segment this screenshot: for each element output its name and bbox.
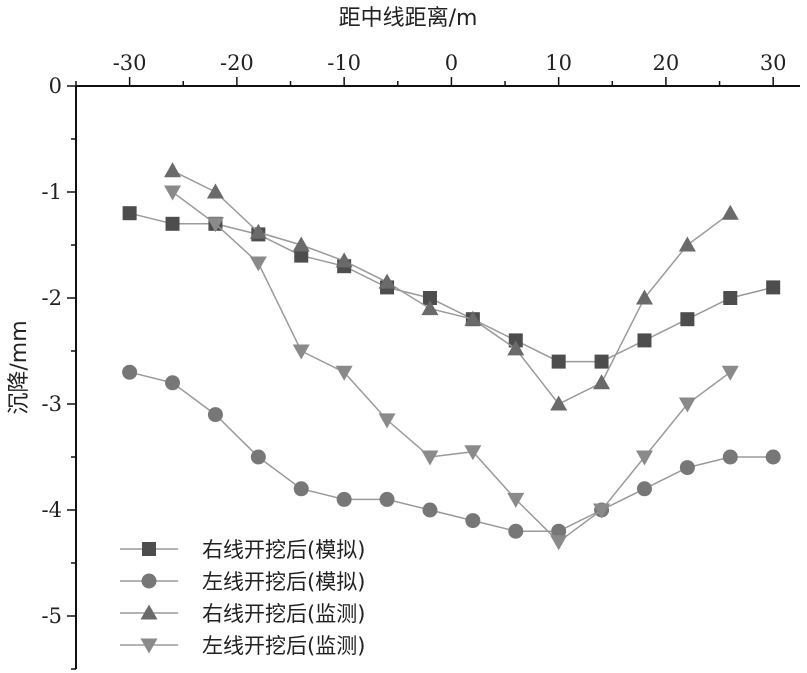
data-point — [293, 481, 309, 497]
legend-marker — [142, 542, 156, 556]
legend-marker — [140, 604, 158, 620]
y-tick-label: 0 — [49, 74, 62, 98]
series-4 — [164, 185, 739, 551]
x-tick-label: 20 — [653, 51, 680, 75]
data-point — [551, 354, 566, 369]
data-point — [594, 354, 609, 369]
data-point — [422, 291, 437, 305]
data-point — [164, 185, 182, 201]
data-point — [336, 491, 352, 507]
data-point — [507, 492, 525, 508]
data-point — [122, 206, 137, 221]
data-point — [637, 333, 652, 348]
data-point — [294, 248, 309, 263]
x-tick-label: -20 — [220, 51, 254, 75]
data-point — [250, 449, 266, 465]
data-point — [721, 365, 739, 381]
x-tick-label: 10 — [545, 51, 572, 75]
data-point — [292, 344, 310, 360]
legend-item: 右线开挖后(模拟) — [120, 538, 365, 562]
series-2 — [122, 364, 781, 539]
data-point — [721, 204, 739, 220]
series-layer — [122, 162, 781, 551]
data-point — [378, 273, 396, 289]
data-point — [765, 449, 781, 465]
data-point — [722, 449, 738, 465]
y-tick-label: -5 — [42, 604, 62, 628]
series-line — [129, 212, 774, 363]
x-axis-title: 距中线距离/m — [339, 6, 478, 31]
data-point — [635, 450, 653, 466]
legend-item: 左线开挖后(监测) — [120, 634, 365, 658]
data-point — [122, 364, 138, 380]
data-point — [464, 445, 482, 461]
legend-marker — [141, 573, 157, 589]
legend-marker — [140, 638, 158, 654]
data-point — [421, 300, 439, 316]
data-point — [464, 310, 482, 326]
data-point — [165, 375, 181, 391]
data-point — [164, 162, 182, 178]
data-point — [507, 340, 525, 356]
data-point — [636, 481, 652, 497]
legend-label: 右线开挖后(模拟) — [202, 538, 365, 562]
y-tick-label: -3 — [42, 392, 62, 416]
data-point — [421, 450, 439, 466]
data-point — [422, 502, 438, 518]
y-axis-title: 沉降/mm — [7, 320, 32, 414]
data-point — [335, 365, 353, 381]
legend-label: 左线开挖后(模拟) — [202, 570, 365, 594]
legend-item: 右线开挖后(监测) — [120, 602, 365, 626]
x-tick-label: -10 — [327, 51, 361, 75]
series-line — [129, 371, 774, 532]
data-point — [379, 491, 395, 507]
legend-label: 左线开挖后(监测) — [202, 634, 365, 658]
data-point — [593, 503, 611, 519]
series-3 — [164, 162, 739, 411]
legend-item: 左线开挖后(模拟) — [120, 570, 365, 594]
series-1 — [122, 206, 781, 369]
data-point — [678, 236, 696, 252]
data-point — [680, 312, 695, 327]
y-tick-label: -2 — [42, 286, 62, 310]
data-point — [635, 289, 653, 305]
data-point — [165, 216, 180, 231]
data-point — [378, 413, 396, 429]
x-tick-label: -30 — [113, 51, 147, 75]
data-point — [465, 513, 481, 529]
x-tick-label: 0 — [445, 51, 458, 75]
data-point — [508, 523, 524, 539]
legend: 右线开挖后(模拟) 左线开挖后(模拟) 右线开挖后(监测) 左线开挖后(监测) — [120, 538, 365, 658]
data-point — [292, 236, 310, 252]
data-point — [550, 535, 568, 551]
series-line — [172, 170, 731, 405]
data-point — [593, 374, 611, 390]
data-point — [766, 280, 781, 295]
data-point — [723, 291, 738, 305]
x-tick-label: 30 — [760, 51, 787, 75]
data-point — [249, 223, 267, 239]
data-point — [206, 217, 224, 233]
data-point — [550, 395, 568, 411]
legend-label: 右线开挖后(监测) — [202, 602, 365, 626]
data-point — [551, 523, 567, 539]
data-point — [206, 183, 224, 199]
series-line — [172, 191, 731, 543]
axes-layer: -30 -20 -10 0 10 20 30 0 -1 -2 -3 -4 -5 — [42, 51, 800, 670]
data-point — [207, 407, 223, 423]
data-point — [678, 397, 696, 413]
y-tick-label: -4 — [42, 498, 62, 522]
data-point — [679, 460, 695, 476]
data-point — [335, 252, 353, 268]
y-tick-label: -1 — [42, 180, 62, 204]
data-point — [249, 256, 267, 272]
